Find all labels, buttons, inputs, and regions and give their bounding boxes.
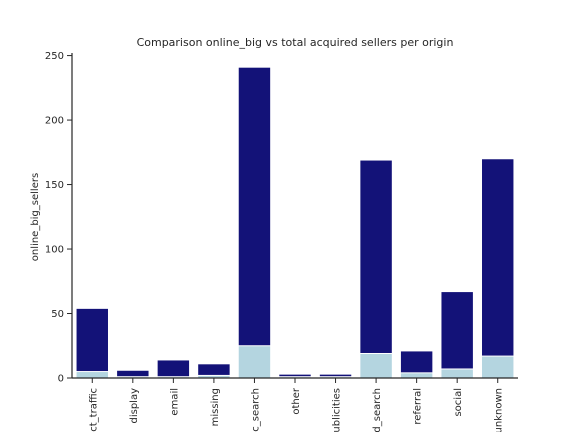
y-tick-label: 50 bbox=[51, 309, 64, 320]
x-tick-label-missing: missing bbox=[210, 388, 221, 426]
x-tick-label-ublicities: ublicities bbox=[332, 388, 343, 432]
bar-total-unknown bbox=[481, 158, 515, 379]
bar-online-big-social bbox=[440, 368, 474, 379]
bar-online-big-c_search bbox=[237, 345, 272, 379]
y-tick-label: 100 bbox=[45, 245, 64, 256]
x-tick-label-c_search: c_search bbox=[250, 388, 261, 432]
bar-online-big-ct_traffic bbox=[75, 371, 109, 379]
x-tick-label-referral: referral bbox=[413, 388, 424, 425]
bar-total-email bbox=[156, 359, 191, 379]
y-tick-label: 0 bbox=[58, 374, 64, 385]
chart-title: Comparison online_big vs total acquired … bbox=[137, 36, 454, 49]
x-tick-label-unknown: unknown bbox=[494, 388, 505, 432]
bar-total-c_search bbox=[237, 66, 272, 379]
x-axis-ticks: ct_traffic display email missing c_search oth… bbox=[88, 378, 505, 432]
bar-total-d_search bbox=[359, 159, 393, 379]
x-tick-label-ct_traffic: ct_traffic bbox=[88, 388, 99, 432]
bars-total-series bbox=[75, 66, 515, 379]
x-tick-label-email: email bbox=[169, 388, 180, 416]
x-tick-label-other: other bbox=[291, 387, 302, 415]
y-tick-label: 150 bbox=[45, 180, 64, 191]
bar-online-big-d_search bbox=[359, 352, 393, 379]
y-tick-label: 250 bbox=[45, 51, 64, 62]
x-tick-label-d_search: d_search bbox=[372, 388, 383, 432]
y-axis-label: online_big_sellers bbox=[30, 173, 41, 261]
bar-online-big-referral bbox=[399, 372, 434, 379]
bar-total-ct_traffic bbox=[75, 307, 109, 379]
x-tick-label-display: display bbox=[129, 388, 140, 424]
bar-online-big-unknown bbox=[481, 355, 515, 379]
y-axis-ticks: 0 50 100 150 200 250 bbox=[45, 51, 72, 385]
bar-total-social bbox=[440, 291, 474, 379]
x-tick-label-social: social bbox=[453, 388, 464, 417]
y-tick-label: 200 bbox=[45, 116, 64, 127]
